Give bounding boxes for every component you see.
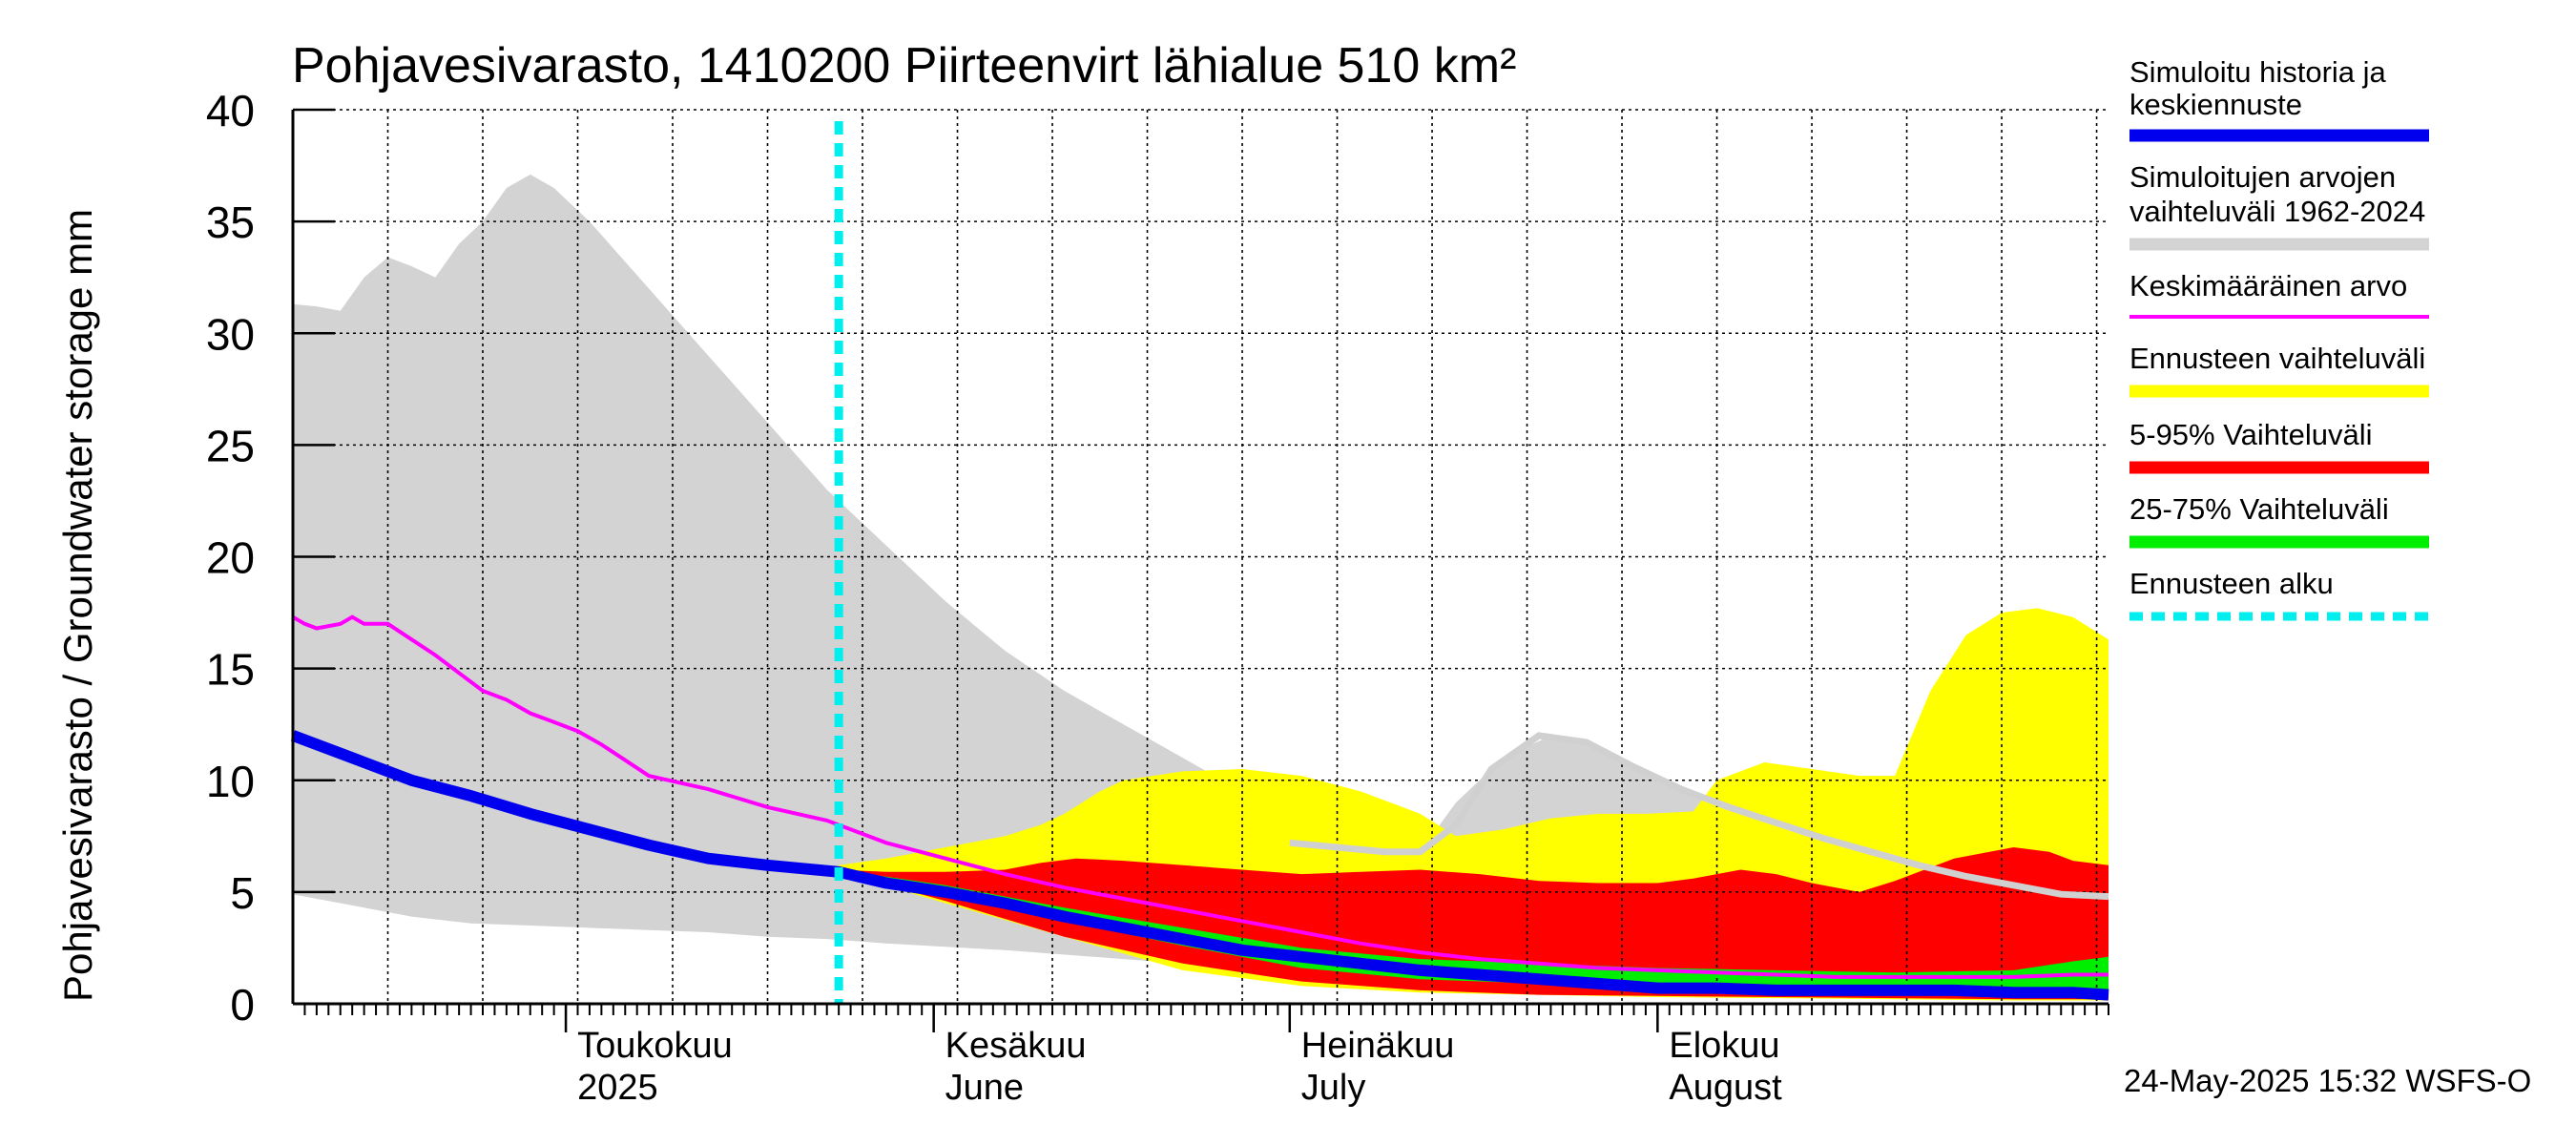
x-month-label: Elokuu — [1669, 1026, 1779, 1066]
line-layer — [290, 121, 2109, 1004]
band-layer — [293, 174, 2109, 1001]
x-month-label-en: 2025 — [577, 1068, 658, 1108]
x-month-label: Toukokuu — [577, 1026, 733, 1066]
x-month-label-en: July — [1301, 1068, 1366, 1108]
legend-label: 25-75% Vaihteluväli — [2129, 492, 2389, 526]
axes-layer: 0510152025303540Toukokuu2025KesäkuuJuneH… — [206, 86, 2109, 1108]
y-axis-label: Pohjavesivarasto / Groundwater storage m… — [55, 209, 100, 1002]
chart-title: Pohjavesivarasto, 1410200 Piirteenvirt l… — [292, 38, 1516, 94]
y-tick-label-5: 5 — [230, 868, 255, 918]
legend-label: Ennusteen vaihteluväli — [2129, 342, 2425, 375]
x-month-label: Heinäkuu — [1301, 1026, 1455, 1066]
footer-timestamp: 24-May-2025 15:32 WSFS-O — [2124, 1063, 2531, 1098]
y-tick-label-20: 20 — [206, 533, 255, 583]
legend-label: Simuloitu historia ja — [2129, 55, 2387, 89]
y-tick-label-15: 15 — [206, 645, 255, 695]
y-tick-label-0: 0 — [230, 980, 255, 1030]
x-month-label-en: June — [945, 1068, 1024, 1108]
legend-label: Keskimääräinen arvo — [2129, 269, 2407, 302]
line-mean-value — [292, 614, 2109, 979]
y-tick-label-30: 30 — [206, 309, 255, 359]
x-month-label: Kesäkuu — [945, 1026, 1087, 1066]
band-p5_95 — [839, 847, 2109, 1000]
x-month-label-en: August — [1669, 1068, 1782, 1108]
legend-label: Simuloitujen arvojen — [2129, 160, 2396, 194]
band-hist_range — [293, 174, 2109, 993]
legend-label: vaihteluväli 1962-2024 — [2129, 195, 2425, 228]
grid-layer — [293, 109, 2109, 1004]
line-hist-range-continuation — [1289, 732, 2109, 901]
y-tick-label-25: 25 — [206, 421, 255, 470]
legend-label: 5-95% Vaihteluväli — [2129, 418, 2372, 451]
y-tick-label-10: 10 — [206, 757, 255, 806]
y-tick-label-35: 35 — [206, 198, 255, 247]
band-p25_75 — [839, 869, 2109, 993]
legend-label: keskiennuste — [2129, 88, 2302, 121]
y-tick-label-40: 40 — [206, 86, 255, 135]
legend-label: Ennusteen alku — [2129, 567, 2334, 600]
line-median-forecast — [290, 730, 2109, 1001]
